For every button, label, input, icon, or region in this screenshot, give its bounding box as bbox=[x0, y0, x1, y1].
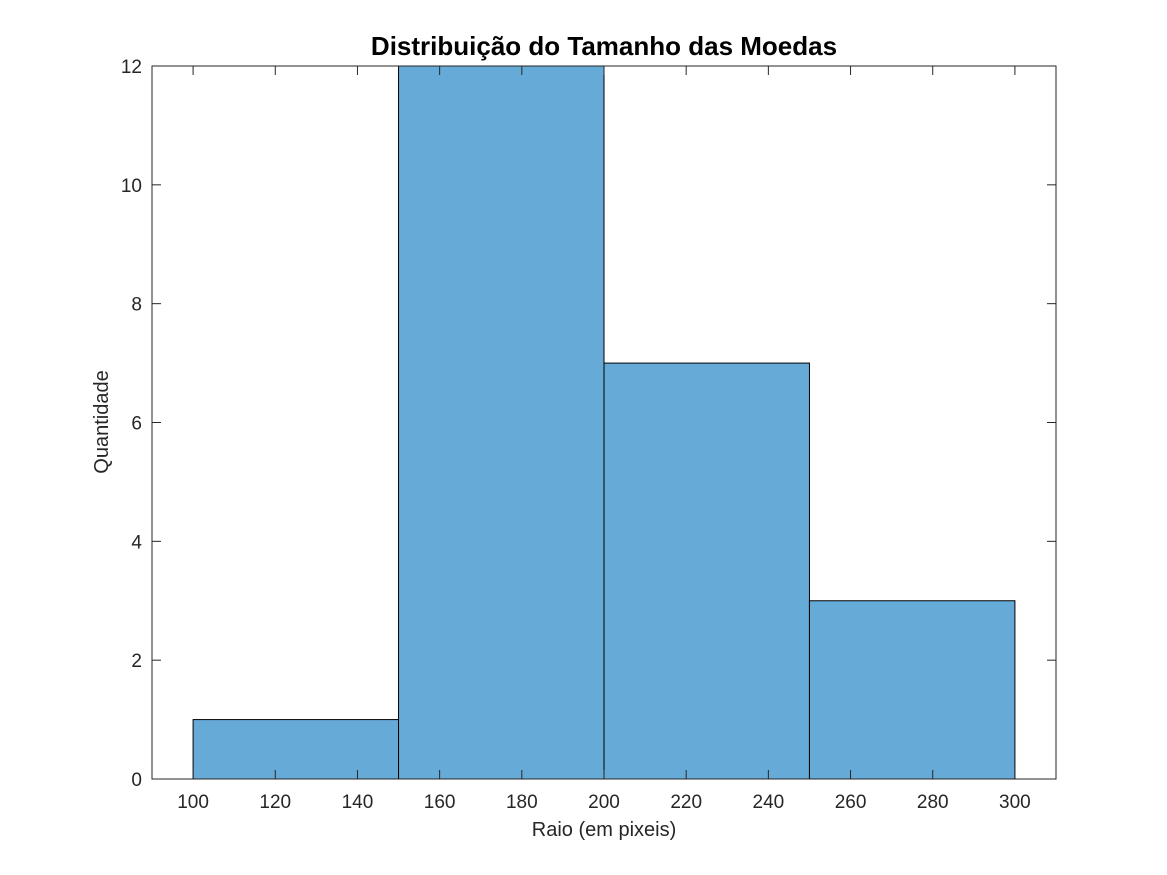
y-axis-ticks: 0 2 4 6 8 10 12 bbox=[121, 57, 1056, 791]
x-tick-label: 280 bbox=[917, 792, 949, 813]
y-tick-label: 4 bbox=[131, 532, 142, 553]
x-axis-ticks: 100 120 140 160 180 200 220 240 260 280 300 bbox=[177, 66, 1031, 813]
histogram-bar bbox=[398, 65, 605, 780]
y-tick-label: 10 bbox=[121, 176, 142, 197]
x-tick-label: 160 bbox=[424, 792, 456, 813]
x-tick-label: 140 bbox=[342, 792, 374, 813]
y-tick-label: 6 bbox=[131, 414, 142, 435]
x-tick-label: 200 bbox=[588, 792, 620, 813]
x-tick-label: 100 bbox=[177, 792, 209, 813]
chart-title: Distribuição do Tamanho das Moedas bbox=[371, 31, 837, 61]
x-tick-label: 180 bbox=[506, 792, 538, 813]
x-axis-label: Raio (em pixeis) bbox=[532, 819, 676, 841]
y-tick-label: 12 bbox=[121, 57, 142, 78]
x-tick-label: 220 bbox=[670, 792, 702, 813]
y-tick-label: 0 bbox=[131, 770, 142, 791]
x-tick-label: 240 bbox=[753, 792, 785, 813]
y-tick-label: 2 bbox=[131, 651, 142, 672]
x-tick-label: 300 bbox=[999, 792, 1031, 813]
y-tick-label: 8 bbox=[131, 295, 142, 316]
bars-group bbox=[192, 65, 1016, 780]
histogram-bar bbox=[603, 362, 810, 780]
y-axis-label: Quantidade bbox=[91, 370, 113, 473]
histogram-bar bbox=[808, 600, 1016, 780]
x-tick-label: 120 bbox=[259, 792, 291, 813]
x-tick-label: 260 bbox=[835, 792, 867, 813]
histogram-bar bbox=[192, 719, 400, 780]
